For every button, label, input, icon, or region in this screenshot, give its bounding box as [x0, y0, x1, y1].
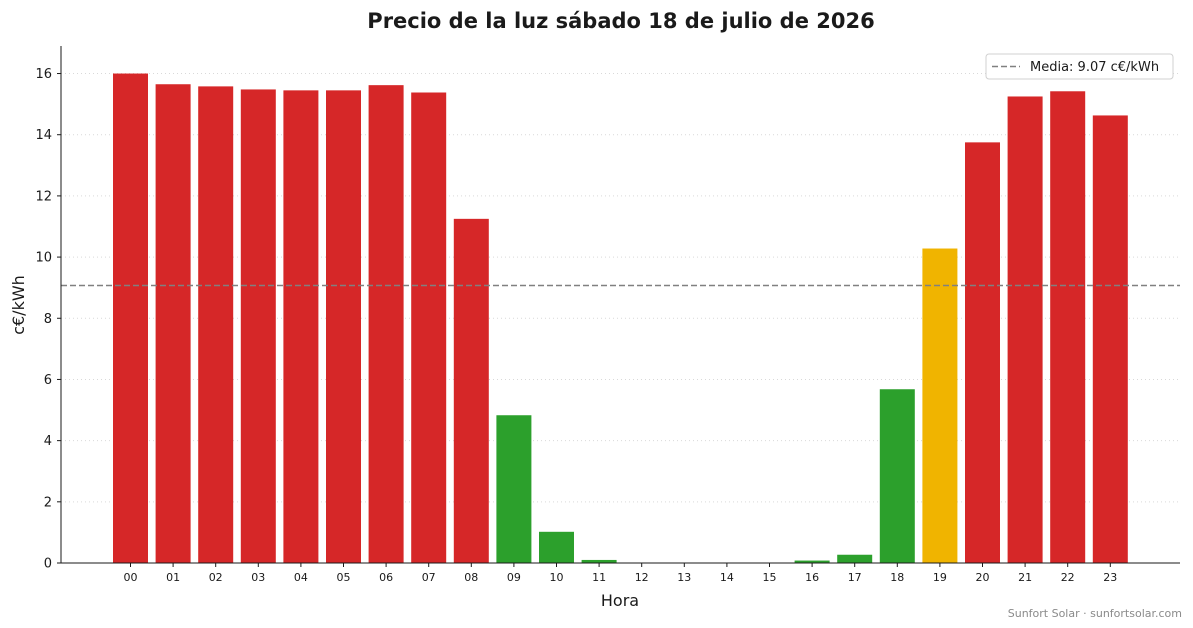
- x-tick-label: 03: [251, 571, 265, 584]
- x-tick-label: 13: [677, 571, 691, 584]
- x-tick-label: 23: [1103, 571, 1117, 584]
- bar-hour-09: [496, 415, 532, 563]
- y-axis-label: c€/kWh: [9, 275, 28, 335]
- credit-text: Sunfort Solar · sunfortsolar.com: [1008, 607, 1182, 620]
- x-tick-label: 11: [592, 571, 606, 584]
- y-tick-label: 0: [44, 557, 52, 572]
- y-tick-label: 14: [35, 128, 52, 143]
- x-tick-label: 21: [1018, 571, 1032, 584]
- bar-hour-06: [368, 85, 404, 563]
- bar-hour-02: [198, 86, 234, 563]
- bar-hour-18: [879, 389, 915, 563]
- bar-hour-03: [240, 89, 276, 563]
- y-ticks: 0 2 4 6 8 10 12 14 16: [35, 67, 61, 572]
- x-tick-label: 00: [124, 571, 138, 584]
- bar-hour-07: [411, 92, 447, 564]
- bar-hour-08: [453, 218, 489, 563]
- x-tick-label: 04: [294, 571, 308, 584]
- y-tick-label: 8: [44, 312, 52, 327]
- x-tick-label: 15: [763, 571, 777, 584]
- y-tick-label: 2: [44, 495, 52, 510]
- bar-hour-17: [837, 554, 873, 563]
- x-tick-label: 17: [848, 571, 862, 584]
- x-tick-label: 12: [635, 571, 649, 584]
- legend-mean-label: Media: 9.07 c€/kWh: [1030, 60, 1159, 75]
- bar-hour-20: [965, 142, 1000, 564]
- y-tick-label: 6: [44, 373, 52, 388]
- x-tick-label: 05: [337, 571, 351, 584]
- x-tick-label: 20: [976, 571, 990, 584]
- bar-hour-16: [794, 560, 830, 563]
- bars-group: [113, 73, 1128, 564]
- bar-hour-21: [1007, 96, 1043, 564]
- y-tick-label: 4: [44, 434, 52, 449]
- bar-hour-22: [1050, 91, 1086, 563]
- x-tick-label: 09: [507, 571, 521, 584]
- bar-hour-10: [539, 531, 574, 563]
- bar-hour-19: [922, 248, 958, 564]
- x-tick-label: 22: [1061, 571, 1075, 584]
- bar-hour-05: [326, 90, 361, 564]
- x-tick-label: 08: [464, 571, 478, 584]
- y-tick-label: 16: [35, 67, 52, 82]
- legend: Media: 9.07 c€/kWh: [985, 53, 1174, 80]
- x-tick-label: 18: [890, 571, 904, 584]
- y-tick-label: 10: [35, 251, 52, 266]
- bar-hour-04: [283, 90, 319, 564]
- legend-box: [985, 53, 1174, 80]
- x-tick-label: 01: [166, 571, 180, 584]
- bar-hour-01: [155, 84, 191, 563]
- chart-title: Precio de la luz sábado 18 de julio de 2…: [367, 9, 874, 33]
- bar-hour-23: [1092, 115, 1128, 564]
- x-tick-label: 16: [805, 571, 819, 584]
- x-tick-label: 02: [209, 571, 223, 584]
- bar-hour-11: [581, 559, 617, 563]
- x-tick-label: 19: [933, 571, 947, 584]
- x-axis-label: Hora: [601, 591, 639, 610]
- x-tick-label: 06: [379, 571, 393, 584]
- y-tick-label: 12: [35, 189, 52, 204]
- x-tick-label: 10: [550, 571, 564, 584]
- x-ticks: 00 01 02 03 04 05 06 07 08 09 10 11 12 13 14 15 16 17 18 19…: [124, 563, 1117, 584]
- x-tick-label: 14: [720, 571, 734, 584]
- bar-hour-00: [113, 73, 148, 564]
- x-tick-label: 07: [422, 571, 436, 584]
